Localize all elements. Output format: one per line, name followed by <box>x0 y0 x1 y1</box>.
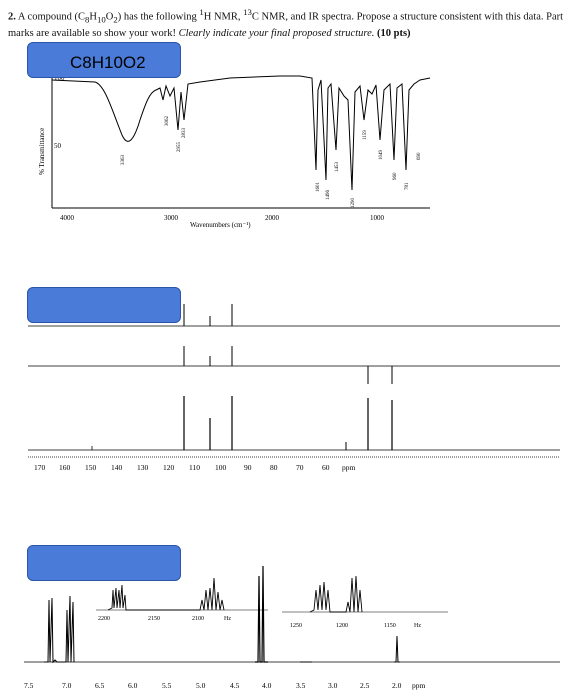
ir-peak-label: 1290 <box>351 198 356 209</box>
ir-xtick-1000: 1000 <box>370 214 385 222</box>
h1-inset2-tick: Hz <box>414 623 421 629</box>
question-text: 2. A compound (C8H10O2) has the followin… <box>8 7 564 39</box>
h1-xtick: 6.0 <box>128 681 138 690</box>
c13-label-box <box>27 287 181 323</box>
points: (10 pts) <box>377 27 411 39</box>
h1-label-box <box>27 545 181 581</box>
h1-xtick: 2.0 <box>392 681 402 690</box>
c13-xtick: 100 <box>215 463 227 472</box>
h1-inset1-tick: 2200 <box>98 616 110 622</box>
ir-x-axis-label: Wavenumbers (cm⁻¹) <box>190 221 251 229</box>
ir-trace <box>51 75 431 191</box>
c13-xtick: 80 <box>270 463 278 472</box>
ir-peak-label: 1049 <box>379 150 384 161</box>
h1-unit: ppm <box>412 681 426 690</box>
c13-xtick: 160 <box>59 463 71 472</box>
ir-peak-label: 3062 <box>165 116 170 127</box>
formula-label: C8H10O2 <box>70 53 146 72</box>
h1-inset1-tick: 2100 <box>192 616 204 622</box>
h1-spectrum: 2200 2150 2100 Hz 1250 1200 1150 Hz 7.5 … <box>24 565 560 690</box>
ir-ytick-50: 50 <box>54 142 62 150</box>
c13-xtick: 70 <box>296 463 304 472</box>
h1-xtick: 4.5 <box>230 681 240 690</box>
c13-xtick: 140 <box>111 463 123 472</box>
ir-peak-label: 781 <box>405 182 410 190</box>
h1-xtick: 2.5 <box>360 681 370 690</box>
ir-y-axis-label: % Transmittance <box>38 128 46 175</box>
h1-xtick: 5.0 <box>196 681 206 690</box>
h1-xtick: 3.5 <box>296 681 306 690</box>
c13-xtick: 110 <box>189 463 200 472</box>
h1-xtick: 5.5 <box>162 681 172 690</box>
ir-xtick-4000: 4000 <box>60 214 75 222</box>
ir-peak-label: 1601 <box>316 182 321 193</box>
h1-inset2-tick: 1200 <box>336 623 348 629</box>
formula-label-box: C8H10O2 <box>27 42 181 78</box>
ir-xtick-2000: 2000 <box>265 214 280 222</box>
h1-inset2-tick: 1250 <box>290 623 302 629</box>
h1-xtick: 7.0 <box>62 681 72 690</box>
ir-peak-label: 1496 <box>326 190 331 201</box>
h1-xtick: 6.5 <box>95 681 105 690</box>
ir-peak-label: 1453 <box>335 162 340 173</box>
c13-xtick: 60 <box>322 463 330 472</box>
c13-xtick: 150 <box>85 463 97 472</box>
h1-xtick: 3.0 <box>328 681 338 690</box>
h1-inset1-tick: 2150 <box>148 616 160 622</box>
ir-ytick-100: 100 <box>54 74 65 82</box>
ir-peak-label: 1159 <box>363 130 368 140</box>
instruction-italic: Clearly indicate your final proposed str… <box>178 27 375 39</box>
c13-spectrum: 170 160 150 140 130 120 110 100 90 80 70… <box>28 304 560 472</box>
c13-unit: ppm <box>342 463 356 472</box>
ir-xtick-3000: 3000 <box>164 214 179 222</box>
c13-xtick: 120 <box>163 463 175 472</box>
ir-spectrum: 100 50 % Transmittance 4000 3000 2000 10… <box>38 74 431 229</box>
h1-inset2-tick: 1150 <box>384 623 396 629</box>
c13-xtick: 130 <box>137 463 149 472</box>
h1-xtick: 4.0 <box>262 681 272 690</box>
h1-xtick: 7.5 <box>24 681 34 690</box>
ir-peak-label: 2955 <box>177 142 182 153</box>
h1-inset1-tick: Hz <box>224 616 231 622</box>
c13-xtick: 90 <box>244 463 252 472</box>
c13-xtick: 170 <box>34 463 46 472</box>
ir-peak-label: 3363 <box>121 155 126 166</box>
ir-peak-label: 2833 <box>182 128 187 139</box>
ir-peak-label: 960 <box>393 172 398 180</box>
ir-peak-label: 690 <box>417 152 422 160</box>
question-number: 2. <box>8 11 16 23</box>
